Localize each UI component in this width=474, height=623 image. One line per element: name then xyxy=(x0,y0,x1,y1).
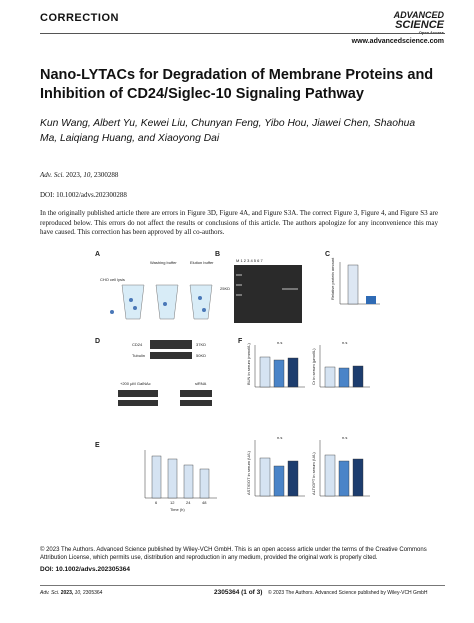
label: n.s xyxy=(277,435,282,440)
bar xyxy=(366,296,376,304)
tubes xyxy=(121,284,213,320)
body: In the originally published article ther… xyxy=(40,209,438,236)
volume: 10, xyxy=(83,171,93,179)
authors: Kun Wang, Albert Yu, Kewei Liu, Chunyan … xyxy=(40,118,416,144)
tick: 6 xyxy=(155,500,158,505)
gel-bands xyxy=(236,274,298,296)
logo-top: ADVANCED xyxy=(393,10,444,20)
panel-label: E xyxy=(95,442,100,449)
url: www.advancedscience.com xyxy=(351,38,444,45)
tick: 24 xyxy=(186,500,191,505)
journal: Adv. Sci. xyxy=(40,171,65,179)
blot xyxy=(118,390,158,397)
label: n.s xyxy=(342,435,347,440)
label: Elution buffer xyxy=(190,260,214,265)
label: n.s xyxy=(342,340,347,345)
title-line: Nano-LYTACs for Degradation of Membrane … xyxy=(40,67,434,83)
label: siRNA xyxy=(195,381,207,386)
panel-label: A xyxy=(95,251,100,258)
article-doi: DOI: 10.1002/advs.202305364 xyxy=(40,566,130,573)
bar xyxy=(347,264,359,305)
label: Cr in serum (μmol/L) xyxy=(311,348,316,385)
label: CD24 xyxy=(132,342,143,347)
label: Washing buffer xyxy=(150,260,177,265)
panel-label: F xyxy=(238,338,243,345)
bars xyxy=(259,356,364,497)
blot xyxy=(150,340,192,349)
label: 37KD xyxy=(196,342,206,347)
page-number: 2305364 (1 of 3) xyxy=(214,589,263,596)
panel-label: C xyxy=(325,251,330,258)
doi: DOI: 10.1002/advs.202300288 xyxy=(40,191,127,199)
journal: Adv. Sci. xyxy=(40,590,60,596)
blot xyxy=(180,400,212,406)
label: M 1 2 3 4 5 6 7 xyxy=(236,258,263,263)
logo-bottom: SCIENCE xyxy=(395,19,444,31)
rule xyxy=(40,33,445,34)
blot xyxy=(150,352,192,359)
volume: 10, xyxy=(74,590,82,596)
label: n.s xyxy=(277,340,282,345)
title-line: Inhibition of CD24/Siglec-10 Signaling P… xyxy=(40,86,364,102)
rule xyxy=(40,585,445,586)
label: 25KD xyxy=(220,286,230,291)
panel-label: D xyxy=(95,338,100,345)
tick: 12 xyxy=(170,500,175,505)
title: Nano-LYTACs for Degradation of Membrane … xyxy=(40,66,433,104)
logo: ADVANCED SCIENCE Open Access xyxy=(394,10,444,35)
gel xyxy=(234,265,302,323)
footer-citation: Adv. Sci. 2023, 10, 2305364 xyxy=(40,590,102,596)
label: Time (h) xyxy=(170,507,185,512)
label: +200 μM GalNAc xyxy=(120,381,151,386)
label: Tubulin xyxy=(132,353,145,358)
section-label: CORRECTION xyxy=(40,12,119,24)
blot xyxy=(180,390,212,397)
label: BUN in serum (mmol/L) xyxy=(246,343,251,385)
label: 50KD xyxy=(196,353,206,358)
article-number: 2300288 xyxy=(93,171,119,179)
label: CHO cell lysis xyxy=(100,277,125,282)
label: AST/GOT in serum (U/L) xyxy=(246,450,251,495)
tick: 48 xyxy=(202,500,207,505)
logo-sub: Open Access xyxy=(418,30,444,35)
citation: Adv. Sci. 2023, 10, 2300288 xyxy=(40,171,118,179)
label: Relative protein amount xyxy=(330,257,335,300)
footer-copyright: © 2023 The Authors. Advanced Science pub… xyxy=(268,590,428,596)
beads xyxy=(110,296,206,314)
year: 2023, xyxy=(65,171,82,179)
label: ALT/GPT in serum (U/L) xyxy=(311,452,316,495)
year: 2023, xyxy=(60,590,74,596)
bars xyxy=(151,455,210,499)
license: © 2023 The Authors. Advanced Science pub… xyxy=(40,547,427,561)
article-number: 2305364 xyxy=(83,590,103,596)
panel-label: B xyxy=(215,251,220,258)
blot xyxy=(118,400,158,406)
